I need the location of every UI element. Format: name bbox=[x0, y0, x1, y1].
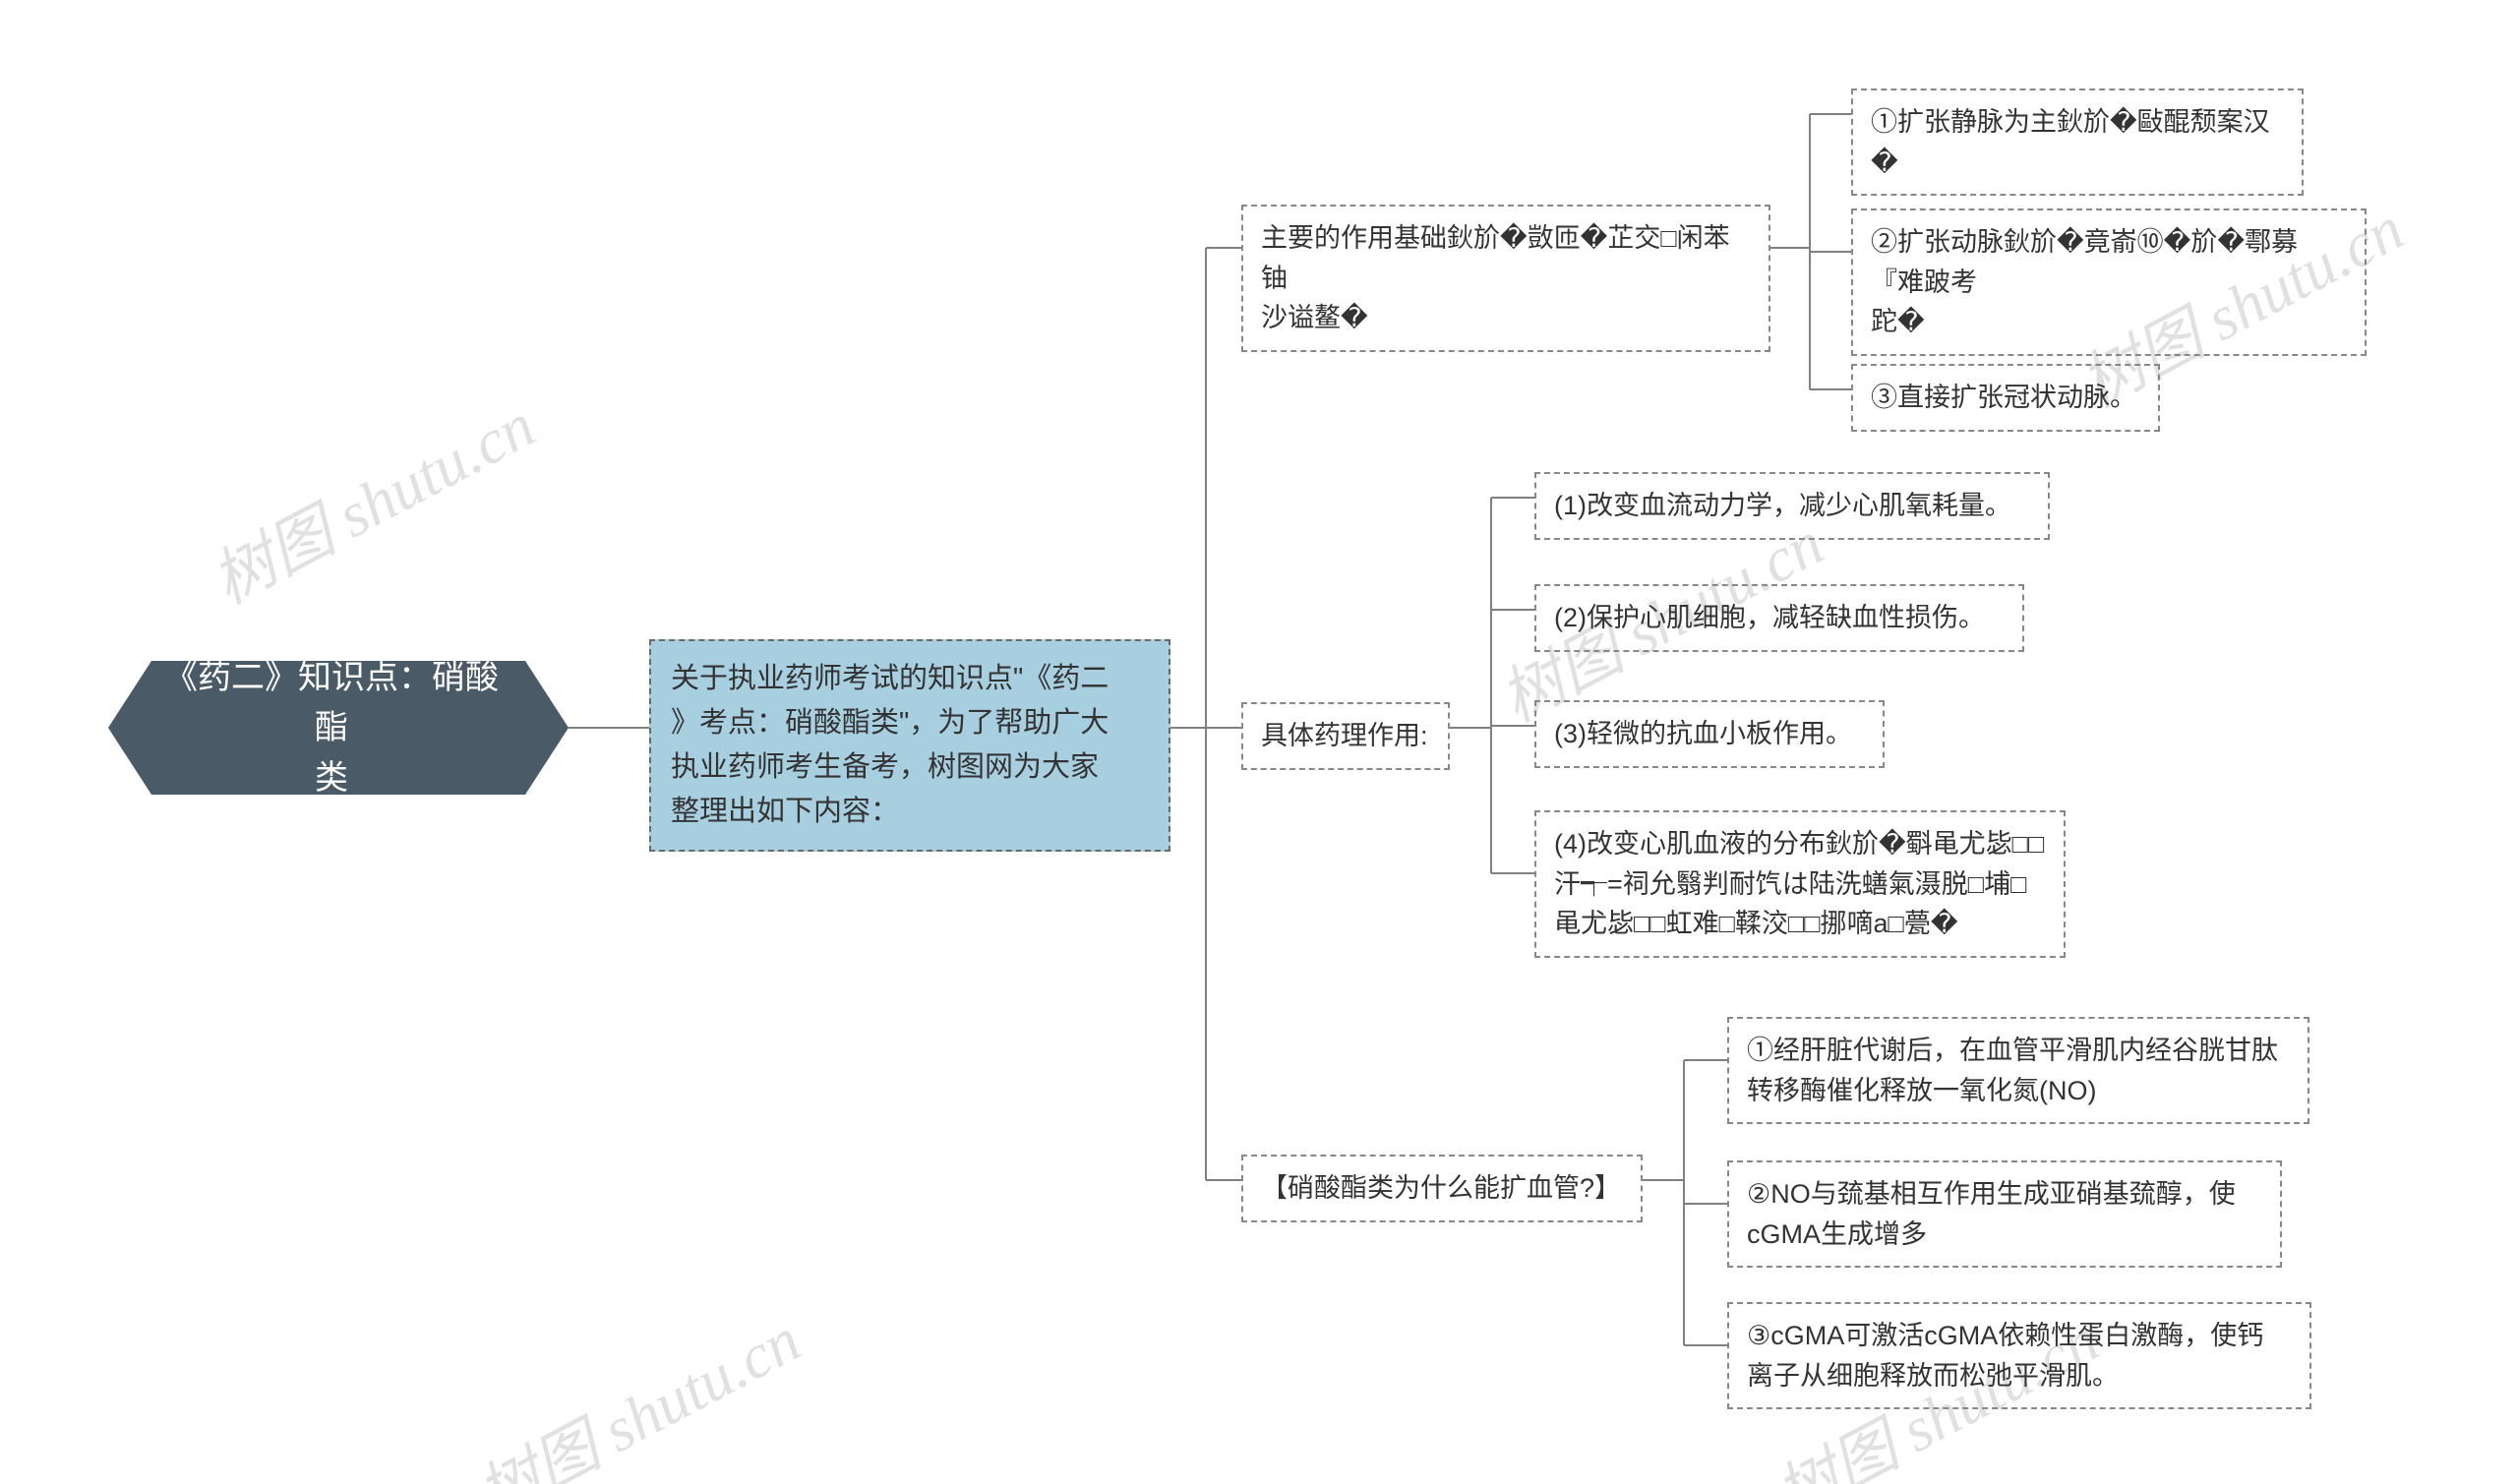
leaf-text-l1: ③cGMA可激活cGMA依赖性蛋白激酶，使钙 bbox=[1747, 1321, 2263, 1350]
branch-node-basis: 主要的作用基础鈥斺�敳匝�芷交□闲苯铀 沙谥鳌� bbox=[1241, 205, 1770, 352]
root-text-line1: 《药二》知识点：硝酸酯 bbox=[164, 659, 499, 746]
branch-node-why-dilate: 【硝酸酯类为什么能扩血管?】 bbox=[1241, 1155, 1643, 1222]
branch1-line2: 沙谥鳌� bbox=[1261, 303, 1368, 332]
branch2-label: 具体药理作用: bbox=[1261, 716, 1428, 756]
leaf-text-l2: 离子从细胞释放而松弛平滑肌。 bbox=[1747, 1361, 2119, 1391]
leaf-node: ③直接扩张冠状动脉。 bbox=[1851, 364, 2160, 432]
leaf-text: (2)保护心肌细胞，减轻缺血性损伤。 bbox=[1554, 598, 1985, 638]
leaf-node: ②NO与巯基相互作用生成亚硝基巯醇，使 cGMA生成增多 bbox=[1727, 1160, 2282, 1268]
root-node: 《药二》知识点：硝酸酯 类 bbox=[108, 661, 569, 795]
leaf-text: ①扩张静脉为主鈥斺�敺醌颓案汉� bbox=[1871, 102, 2284, 182]
leaf-text-l1: ①经肝脏代谢后，在血管平滑肌内经谷胱甘肽 bbox=[1747, 1036, 2278, 1065]
leaf-node: ①经肝脏代谢后，在血管平滑肌内经谷胱甘肽 转移酶催化释放一氧化氮(NO) bbox=[1727, 1017, 2309, 1124]
root-arrow-left bbox=[108, 661, 151, 795]
leaf-text: (3)轻微的抗血小板作用。 bbox=[1554, 714, 1852, 754]
intro-line3: 执业药师考生备考，树图网为大家 bbox=[671, 751, 1099, 783]
leaf-node: (4)改变心肌血液的分布鈥斺�斣黾尤毖□□ 汗┭=祠允翳判耐饩は陆洗蟮氣滠脱□埔… bbox=[1534, 810, 2066, 958]
root-text-line2: 类 bbox=[315, 759, 348, 797]
leaf-node: (3)轻微的抗血小板作用。 bbox=[1534, 700, 1885, 768]
leaf-text-l1: (4)改变心肌血液的分布鈥斺�斣黾尤毖□□ bbox=[1554, 829, 2044, 859]
leaf-text-l2: 转移酶催化释放一氧化氮(NO) bbox=[1747, 1076, 2096, 1105]
intro-line1: 关于执业药师考试的知识点"《药二 bbox=[671, 663, 1109, 694]
intro-line4: 整理出如下内容： bbox=[671, 796, 899, 827]
leaf-text: (1)改变血流动力学，减少心肌氧耗量。 bbox=[1554, 486, 2011, 526]
leaf-node: (1)改变血流动力学，减少心肌氧耗量。 bbox=[1534, 472, 2050, 540]
leaf-text-l2: cGMA生成增多 bbox=[1747, 1219, 1927, 1249]
branch-node-pharmacology: 具体药理作用: bbox=[1241, 702, 1450, 770]
root-arrow-right bbox=[525, 661, 569, 795]
leaf-text-l2: 汗┭=祠允翳判耐饩は陆洗蟮氣滠脱□埔□ bbox=[1554, 869, 2026, 899]
leaf-text-l2: 跎� bbox=[1871, 307, 1925, 336]
leaf-text-l3: 黾尤毖□□虹难□鞣洨□□挪嘀a□甍� bbox=[1554, 909, 1958, 938]
leaf-node: ①扩张静脉为主鈥斺�敺醌颓案汉� bbox=[1851, 89, 2304, 196]
leaf-text-l1: ②NO与巯基相互作用生成亚硝基巯醇，使 bbox=[1747, 1179, 2236, 1209]
branch3-label: 【硝酸酯类为什么能扩血管?】 bbox=[1261, 1168, 1621, 1209]
intro-node: 关于执业药师考试的知识点"《药二 》考点：硝酸酯类"，为了帮助广大 执业药师考生… bbox=[649, 639, 1170, 852]
root-label: 《药二》知识点：硝酸酯 类 bbox=[151, 661, 525, 795]
watermark: 树图 shutu.cn bbox=[194, 376, 548, 622]
branch1-line1: 主要的作用基础鈥斺�敳匝�芷交□闲苯铀 bbox=[1261, 223, 1730, 293]
leaf-text-l1: ②扩张动脉鈥斺�竟嵛⑩�斺�鄠募『难跛考 bbox=[1871, 227, 2298, 297]
intro-line2: 》考点：硝酸酯类"，为了帮助广大 bbox=[671, 707, 1109, 739]
leaf-text: ③直接扩张冠状动脉。 bbox=[1871, 378, 2136, 418]
leaf-node: ③cGMA可激活cGMA依赖性蛋白激酶，使钙 离子从细胞释放而松弛平滑肌。 bbox=[1727, 1302, 2311, 1409]
leaf-node: (2)保护心肌细胞，减轻缺血性损伤。 bbox=[1534, 584, 2024, 652]
watermark: 树图 shutu.cn bbox=[459, 1290, 813, 1484]
leaf-node: ②扩张动脉鈥斺�竟嵛⑩�斺�鄠募『难跛考 跎� bbox=[1851, 208, 2367, 356]
